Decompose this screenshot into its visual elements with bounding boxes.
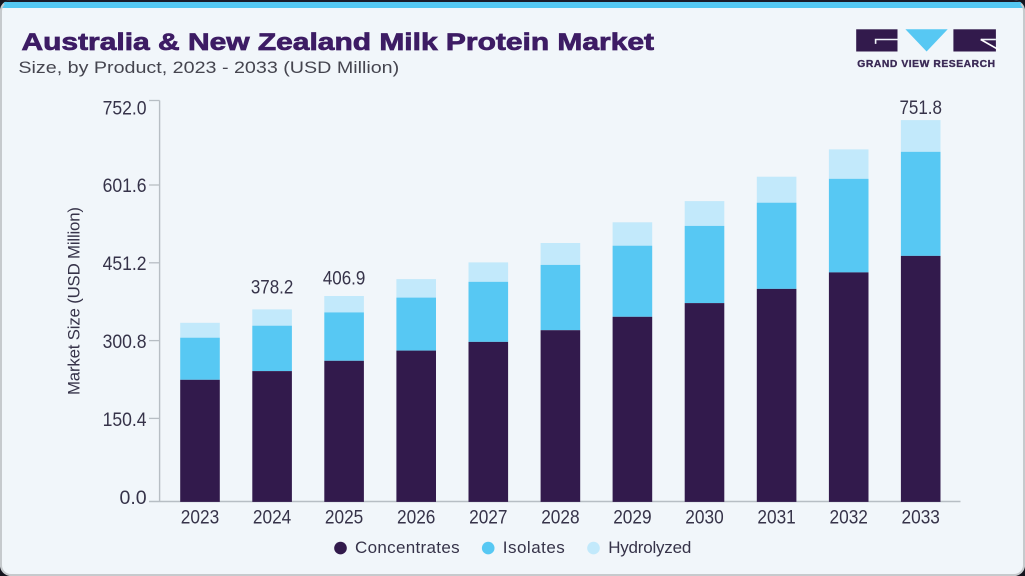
svg-text:752.0: 752.0: [103, 97, 147, 119]
svg-text:2032: 2032: [830, 507, 868, 529]
svg-text:Concentrates: Concentrates: [355, 538, 460, 557]
svg-text:378.2: 378.2: [251, 276, 294, 298]
svg-text:Isolates: Isolates: [503, 538, 565, 557]
svg-text:2024: 2024: [253, 507, 292, 529]
svg-text:150.4: 150.4: [103, 409, 147, 431]
svg-text:601.6: 601.6: [103, 175, 147, 197]
svg-text:300.8: 300.8: [103, 331, 147, 353]
svg-text:2031: 2031: [757, 507, 795, 529]
svg-text:GRAND VIEW RESEARCH: GRAND VIEW RESEARCH: [857, 59, 996, 70]
svg-text:2027: 2027: [469, 507, 507, 529]
svg-text:Australia & New Zealand Milk P: Australia & New Zealand Milk Protein Mar…: [22, 29, 655, 56]
svg-text:Size, by Product, 2023 - 2033: Size, by Product, 2023 - 2033 (USD Milli…: [18, 58, 399, 77]
svg-text:2023: 2023: [181, 507, 219, 529]
svg-text:2025: 2025: [325, 507, 364, 529]
svg-text:451.2: 451.2: [103, 253, 147, 275]
svg-text:751.8: 751.8: [899, 97, 942, 119]
svg-text:0.0: 0.0: [119, 487, 146, 509]
svg-text:406.9: 406.9: [323, 268, 366, 290]
svg-text:Market Size (USD Million): Market Size (USD Million): [64, 207, 83, 395]
svg-text:2026: 2026: [397, 507, 435, 529]
svg-text:2029: 2029: [613, 507, 651, 529]
svg-text:Hydrolyzed: Hydrolyzed: [608, 538, 691, 557]
svg-text:2028: 2028: [541, 507, 579, 529]
svg-text:2030: 2030: [685, 507, 724, 529]
svg-text:2033: 2033: [902, 507, 940, 529]
